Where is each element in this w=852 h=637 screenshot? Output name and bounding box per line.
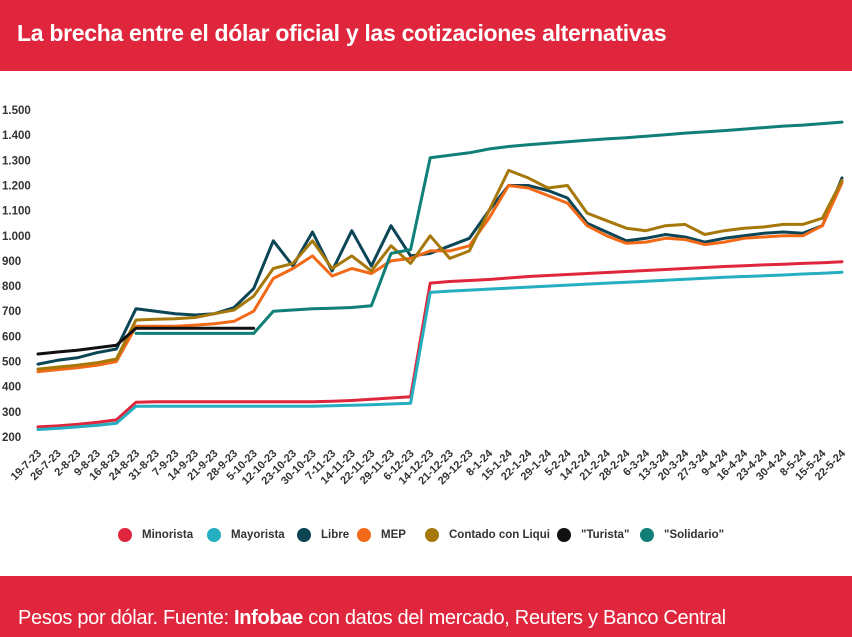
y-tick-label: 400: [2, 382, 21, 394]
source-suffix: con datos del mercado, Reuters y Banco C…: [302, 607, 726, 629]
legend-label: Mayorista: [231, 529, 285, 541]
legend-item: Minorista: [118, 526, 193, 544]
series-line: [36, 176, 844, 366]
legend-item: "Solidario": [640, 526, 724, 544]
legend-item: Libre: [297, 526, 349, 544]
line-chart: 200 300 400 500 600 700 800 900 1.000 1.100 1.200 1…: [2, 105, 849, 487]
legend-swatch: [640, 528, 654, 542]
y-tick-label: 200: [2, 432, 21, 444]
y-tick-label: 600: [2, 331, 21, 343]
page-title: La brecha entre el dólar oficial y las c…: [17, 20, 667, 46]
legend-label: Contado con Liqui: [449, 529, 550, 541]
legend-item: Contado con Liqui: [425, 526, 550, 544]
source-bold: Infobae: [233, 607, 303, 629]
header-bar: La brecha entre el dólar oficial y las c…: [0, 0, 852, 71]
y-tick-label: 1.200: [2, 180, 31, 192]
y-tick-label: 900: [2, 256, 21, 268]
legend-item: Mayorista: [207, 526, 285, 544]
legend-swatch: [557, 528, 571, 542]
series-line: [36, 260, 844, 429]
legend-label: "Turista": [581, 529, 630, 541]
source-prefix: Pesos por dólar. Fuente:: [18, 607, 234, 629]
y-tick-label: 700: [2, 306, 21, 318]
series-line: [36, 326, 256, 356]
y-tick-label: 1.300: [2, 155, 31, 167]
y-tick-label: 1.500: [2, 105, 31, 117]
legend-label: Libre: [321, 529, 350, 541]
legend-item: MEP: [357, 526, 406, 544]
legend-swatch: [207, 528, 221, 542]
chart-legend: Minorista Mayorista Libre MEP Contado con Li…: [0, 526, 852, 546]
legend-swatch: [118, 528, 132, 542]
y-tick-label: 1.400: [2, 130, 31, 142]
y-tick-label: 1.000: [2, 231, 31, 243]
series-line: [36, 270, 844, 431]
y-tick-label: 800: [2, 281, 21, 293]
series-line: [134, 120, 844, 335]
legend-item: "Turista": [557, 526, 629, 544]
legend-label: Minorista: [142, 529, 194, 541]
footer-bar: Pesos por dólar. Fuente: Infobae con dat…: [0, 576, 852, 637]
legend-swatch: [297, 528, 311, 542]
legend-label: MEP: [381, 529, 406, 541]
series-line: [36, 168, 844, 371]
series-line: [36, 181, 844, 374]
legend-label: "Solidario": [664, 529, 725, 541]
legend-swatch: [425, 528, 439, 542]
y-tick-label: 1.100: [2, 206, 31, 218]
source-note: Pesos por dólar. Fuente: Infobae con dat…: [18, 607, 726, 630]
y-tick-label: 300: [2, 407, 21, 419]
y-tick-label: 500: [2, 357, 21, 369]
legend-swatch: [357, 528, 371, 542]
